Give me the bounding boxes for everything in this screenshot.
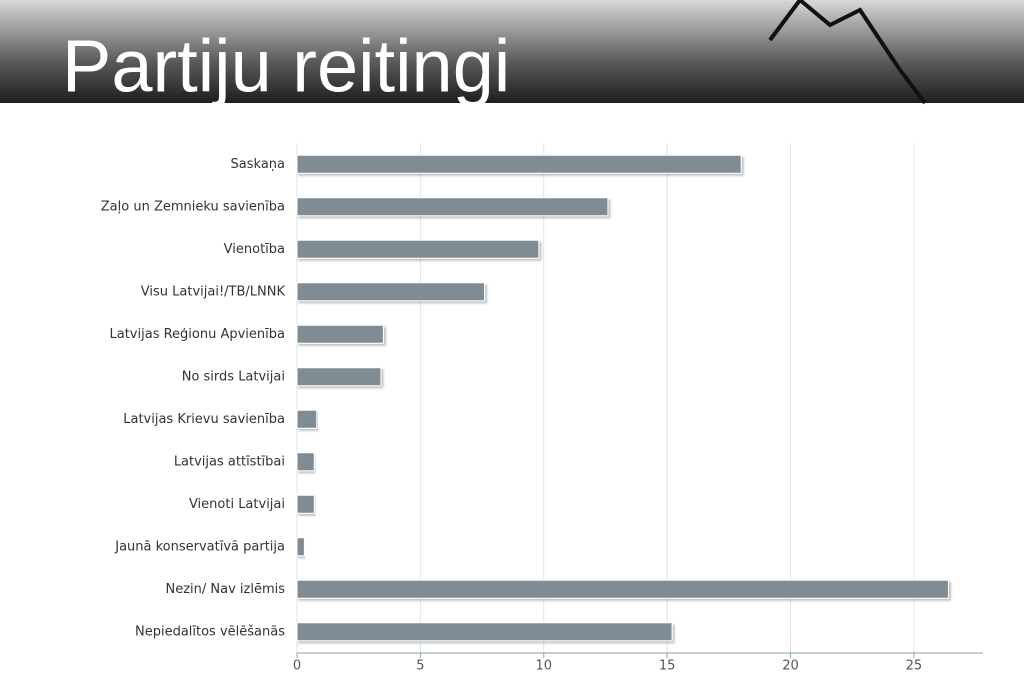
bar (296, 622, 673, 642)
y-tick-label: Jaunā konservatīvā partija (114, 539, 285, 554)
chart-title: Partiju reitingi (62, 25, 510, 108)
y-tick-label: Vienotība (224, 242, 285, 257)
bar (296, 367, 382, 387)
x-tick-label: 25 (906, 659, 923, 674)
bar (296, 452, 315, 472)
bar (296, 494, 315, 514)
y-tick-label: Visu Latvijai!/TB/LNNK (141, 284, 286, 299)
y-tick-label: Latvijas Krievu savienība (123, 412, 285, 427)
bar (296, 154, 742, 174)
bar (296, 537, 305, 557)
y-tick-label: Latvijas attīstībai (174, 454, 285, 469)
y-tick-label: Nepiedalītos vēlēšanās (135, 624, 285, 639)
x-tick-label: 5 (416, 659, 424, 674)
y-tick-label: Zaļo un Zemnieku savienība (101, 199, 285, 214)
x-tick-label: 10 (535, 659, 552, 674)
bar (296, 409, 318, 429)
header-decoration (768, 0, 927, 105)
y-tick-label: Saskaņa (231, 157, 285, 172)
bar (296, 282, 486, 302)
x-tick-label: 20 (782, 659, 799, 674)
bar (296, 197, 609, 217)
bar (296, 239, 540, 259)
y-tick-label: No sirds Latvijai (182, 369, 285, 384)
y-tick-label: Nezin/ Nav izlēmis (165, 582, 285, 597)
header-banner (0, 0, 1024, 103)
y-tick-label: Vienoti Latvijai (189, 497, 285, 512)
x-tick-label: 15 (659, 659, 676, 674)
x-tick-label: 0 (293, 659, 301, 674)
y-tick-label: Latvijas Reģionu Apvienība (110, 327, 286, 342)
bar (296, 324, 384, 344)
bar (296, 579, 949, 599)
